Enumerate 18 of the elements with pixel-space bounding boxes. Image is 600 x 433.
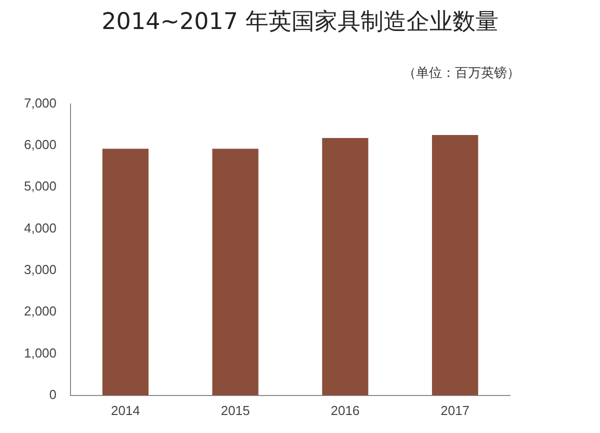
bar	[432, 135, 478, 396]
y-tick-label: 7,000	[24, 95, 57, 110]
bar	[212, 148, 258, 396]
x-tick-label: 2017	[440, 402, 470, 418]
y-tick-label: 6,000	[24, 137, 57, 152]
y-tick-label: 5,000	[24, 178, 57, 194]
y-tick-label: 4,000	[24, 220, 57, 236]
y-tick-label: 0	[49, 386, 57, 402]
x-tick-label: 2015	[220, 402, 250, 418]
y-tick-label: 3,000	[24, 262, 57, 278]
x-tick-label: 2016	[330, 402, 360, 418]
bar	[322, 138, 368, 396]
y-tick-label: 2,000	[24, 304, 57, 319]
y-tick-label: 1,000	[24, 345, 57, 360]
chart-subtitle: （单位：百万英镑）	[403, 65, 520, 82]
bar	[102, 148, 149, 396]
chart-title: 2014~2017 年英国家具制造企业数量	[100, 8, 500, 37]
x-tick-label: 2014	[111, 402, 140, 418]
